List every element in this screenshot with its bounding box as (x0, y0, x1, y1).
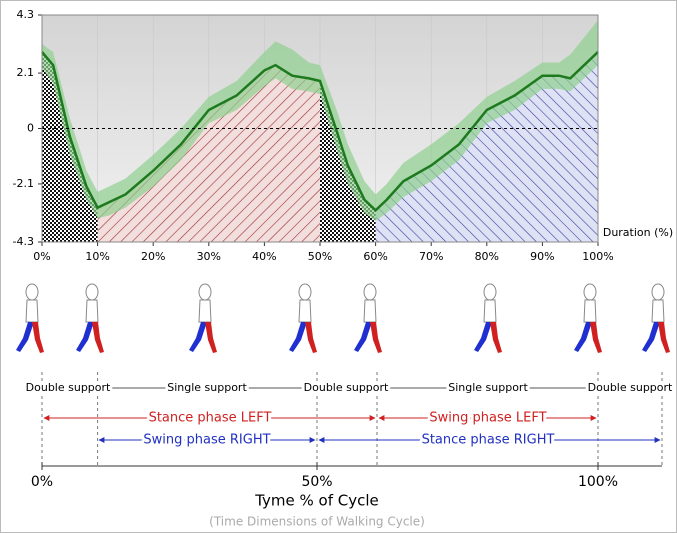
x-tick-label: 10% (85, 250, 109, 263)
y-tick-label: -2.1 (13, 177, 34, 190)
phase-label: Swing phase RIGHT (143, 433, 270, 448)
x-tick-label: 60% (363, 250, 387, 263)
x-tick-label: 50% (308, 250, 332, 263)
x-tick-label: 20% (141, 250, 165, 263)
support-label: Double support (304, 381, 389, 394)
phase-label: Stance phase LEFT (149, 411, 272, 426)
cycle-subtitle: (Time Dimensions of Walking Cycle) (209, 515, 425, 529)
y-tick-label: 0 (27, 122, 34, 135)
x-tick-label: 90% (530, 250, 554, 263)
phase-label: Stance phase RIGHT (422, 433, 555, 448)
support-label: Single support (167, 381, 247, 394)
y-tick-label: -4.3 (13, 235, 34, 248)
cycle-tick-label: 0% (31, 474, 53, 490)
y-tick-label: 2.1 (17, 66, 35, 79)
x-tick-label: 80% (475, 250, 499, 263)
x-tick-label: 0% (33, 250, 50, 263)
page: 4.3 2.1 0 -2.1 -4.3 0% 10% 20% 30% 40% 50% 60% 70% 80… (0, 0, 677, 533)
y-tick-label: 4.3 (17, 8, 35, 21)
support-label: Double support (26, 381, 111, 394)
cycle-tick-label: 100% (578, 474, 618, 490)
support-label: Single support (448, 381, 528, 394)
x-axis-label: Duration (%) (603, 226, 673, 239)
x-tick-label: 30% (197, 250, 221, 263)
phase-label: Swing phase LEFT (429, 411, 546, 426)
x-tick-label: 70% (419, 250, 443, 263)
cycle-title: Tyme % of Cycle (254, 492, 379, 510)
cycle-tick-label: 50% (301, 474, 332, 490)
x-tick-label: 100% (582, 250, 613, 263)
support-label: Double support (588, 381, 673, 394)
x-tick-label: 40% (252, 250, 276, 263)
